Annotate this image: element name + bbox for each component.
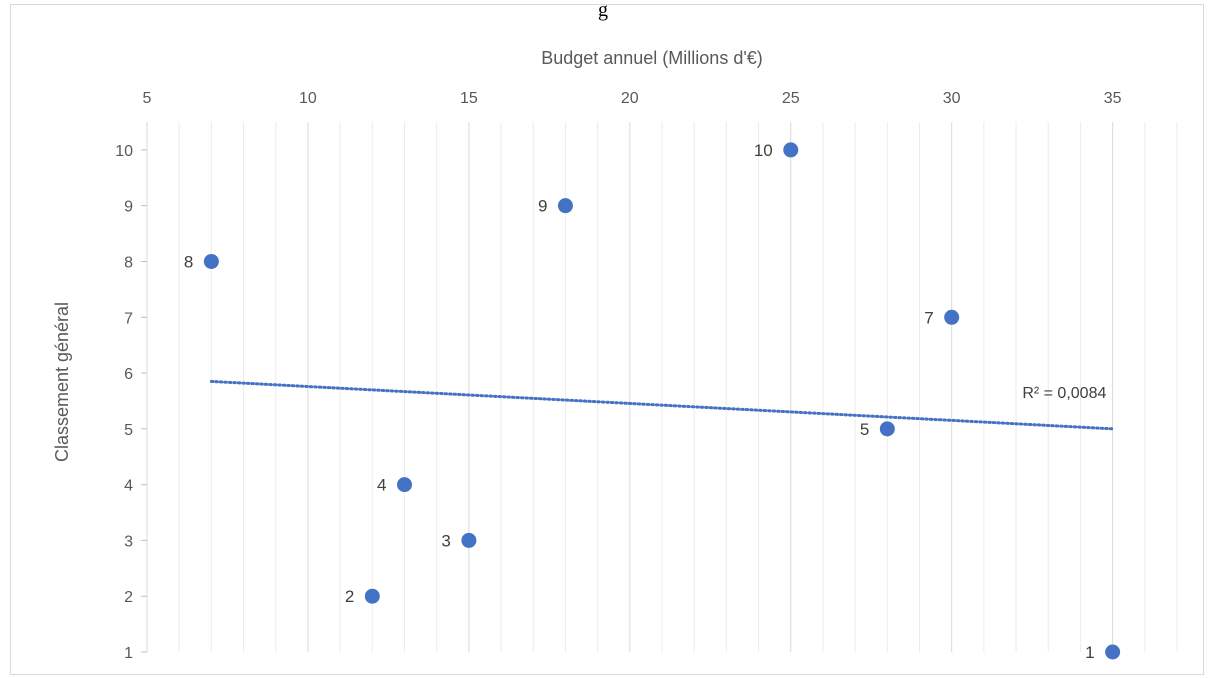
y-tick-label: 4 bbox=[124, 478, 133, 495]
data-point bbox=[1105, 644, 1121, 660]
data-point bbox=[879, 421, 895, 437]
y-tick-label: 9 bbox=[124, 199, 133, 216]
y-tick-label: 10 bbox=[115, 143, 133, 160]
data-point-label: 4 bbox=[377, 476, 386, 495]
data-point-label: 9 bbox=[538, 197, 547, 216]
trendline bbox=[209, 379, 1115, 431]
y-tick-label: 7 bbox=[124, 310, 133, 327]
minor-gridlines bbox=[178, 122, 1178, 652]
data-point bbox=[461, 532, 477, 548]
chart-title-fragment: g bbox=[598, 0, 608, 21]
data-point-label: 3 bbox=[441, 531, 450, 550]
trendline-r2-label: R² = 0,0084 bbox=[1022, 385, 1106, 402]
data-point-label: 5 bbox=[860, 420, 869, 439]
y-tick-label: 5 bbox=[124, 422, 133, 439]
x-axis-title: Budget annuel (Millions d'€) bbox=[541, 48, 763, 68]
data-point bbox=[203, 253, 219, 269]
y-tick-label: 1 bbox=[124, 645, 133, 662]
data-point-label: 10 bbox=[754, 141, 773, 160]
data-point-label: 2 bbox=[345, 587, 354, 606]
y-tick-label: 2 bbox=[124, 589, 133, 606]
x-axis-ticks: 5 10 15 20 25 30 35 bbox=[143, 90, 1122, 107]
x-tick-label: 15 bbox=[460, 90, 478, 107]
x-tick-label: 30 bbox=[943, 90, 961, 107]
x-tick-label: 5 bbox=[143, 90, 152, 107]
chart-area-border bbox=[10, 4, 1204, 675]
y-tick-label: 3 bbox=[124, 533, 133, 550]
data-labels: 1 2 3 4 5 7 8 9 10 bbox=[184, 141, 1095, 662]
x-tick-label: 20 bbox=[621, 90, 639, 107]
data-point bbox=[397, 477, 412, 493]
x-tick-label: 25 bbox=[782, 90, 800, 107]
data-point bbox=[557, 198, 573, 214]
data-point bbox=[783, 142, 799, 158]
data-point-label: 7 bbox=[924, 308, 933, 327]
data-point bbox=[944, 309, 960, 325]
y-axis-ticks: 1 2 3 4 5 6 7 8 9 10 bbox=[115, 143, 147, 662]
data-point-label: 1 bbox=[1085, 643, 1094, 662]
data-points bbox=[203, 142, 1121, 660]
x-tick-label: 10 bbox=[299, 90, 317, 107]
major-gridlines bbox=[146, 122, 1114, 652]
data-point-label: 8 bbox=[184, 252, 193, 271]
data-point bbox=[364, 588, 380, 604]
y-axis-title: Classement général bbox=[52, 302, 72, 462]
y-tick-label: 6 bbox=[124, 366, 133, 383]
y-tick-label: 8 bbox=[124, 254, 133, 271]
x-tick-label: 35 bbox=[1104, 90, 1122, 107]
